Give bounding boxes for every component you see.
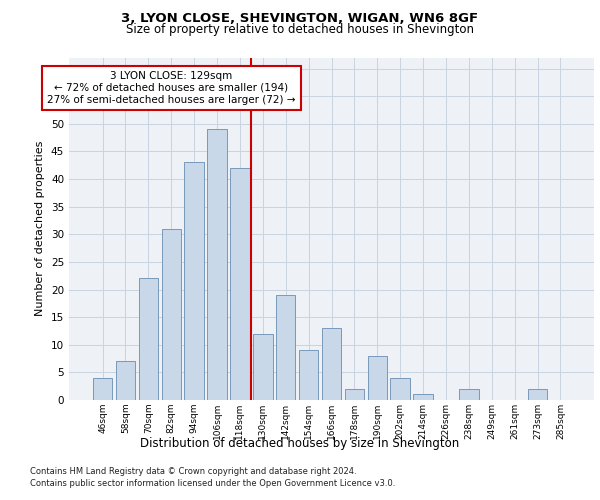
Bar [459, 389, 479, 400]
Bar [344, 389, 364, 400]
Text: Distribution of detached houses by size in Shevington: Distribution of detached houses by size … [140, 438, 460, 450]
Bar [230, 168, 250, 400]
Bar [276, 295, 295, 400]
Text: Size of property relative to detached houses in Shevington: Size of property relative to detached ho… [126, 24, 474, 36]
Bar [116, 362, 135, 400]
Bar [391, 378, 410, 400]
Bar [322, 328, 341, 400]
Bar [253, 334, 272, 400]
Bar [139, 278, 158, 400]
Bar [368, 356, 387, 400]
Text: Contains HM Land Registry data © Crown copyright and database right 2024.: Contains HM Land Registry data © Crown c… [30, 468, 356, 476]
Bar [528, 389, 547, 400]
Text: 3 LYON CLOSE: 129sqm
← 72% of detached houses are smaller (194)
27% of semi-deta: 3 LYON CLOSE: 129sqm ← 72% of detached h… [47, 72, 296, 104]
Y-axis label: Number of detached properties: Number of detached properties [35, 141, 46, 316]
Text: Contains public sector information licensed under the Open Government Licence v3: Contains public sector information licen… [30, 479, 395, 488]
Bar [93, 378, 112, 400]
Bar [161, 229, 181, 400]
Bar [413, 394, 433, 400]
Bar [299, 350, 319, 400]
Text: 3, LYON CLOSE, SHEVINGTON, WIGAN, WN6 8GF: 3, LYON CLOSE, SHEVINGTON, WIGAN, WN6 8G… [121, 12, 479, 26]
Bar [184, 162, 204, 400]
Bar [208, 130, 227, 400]
